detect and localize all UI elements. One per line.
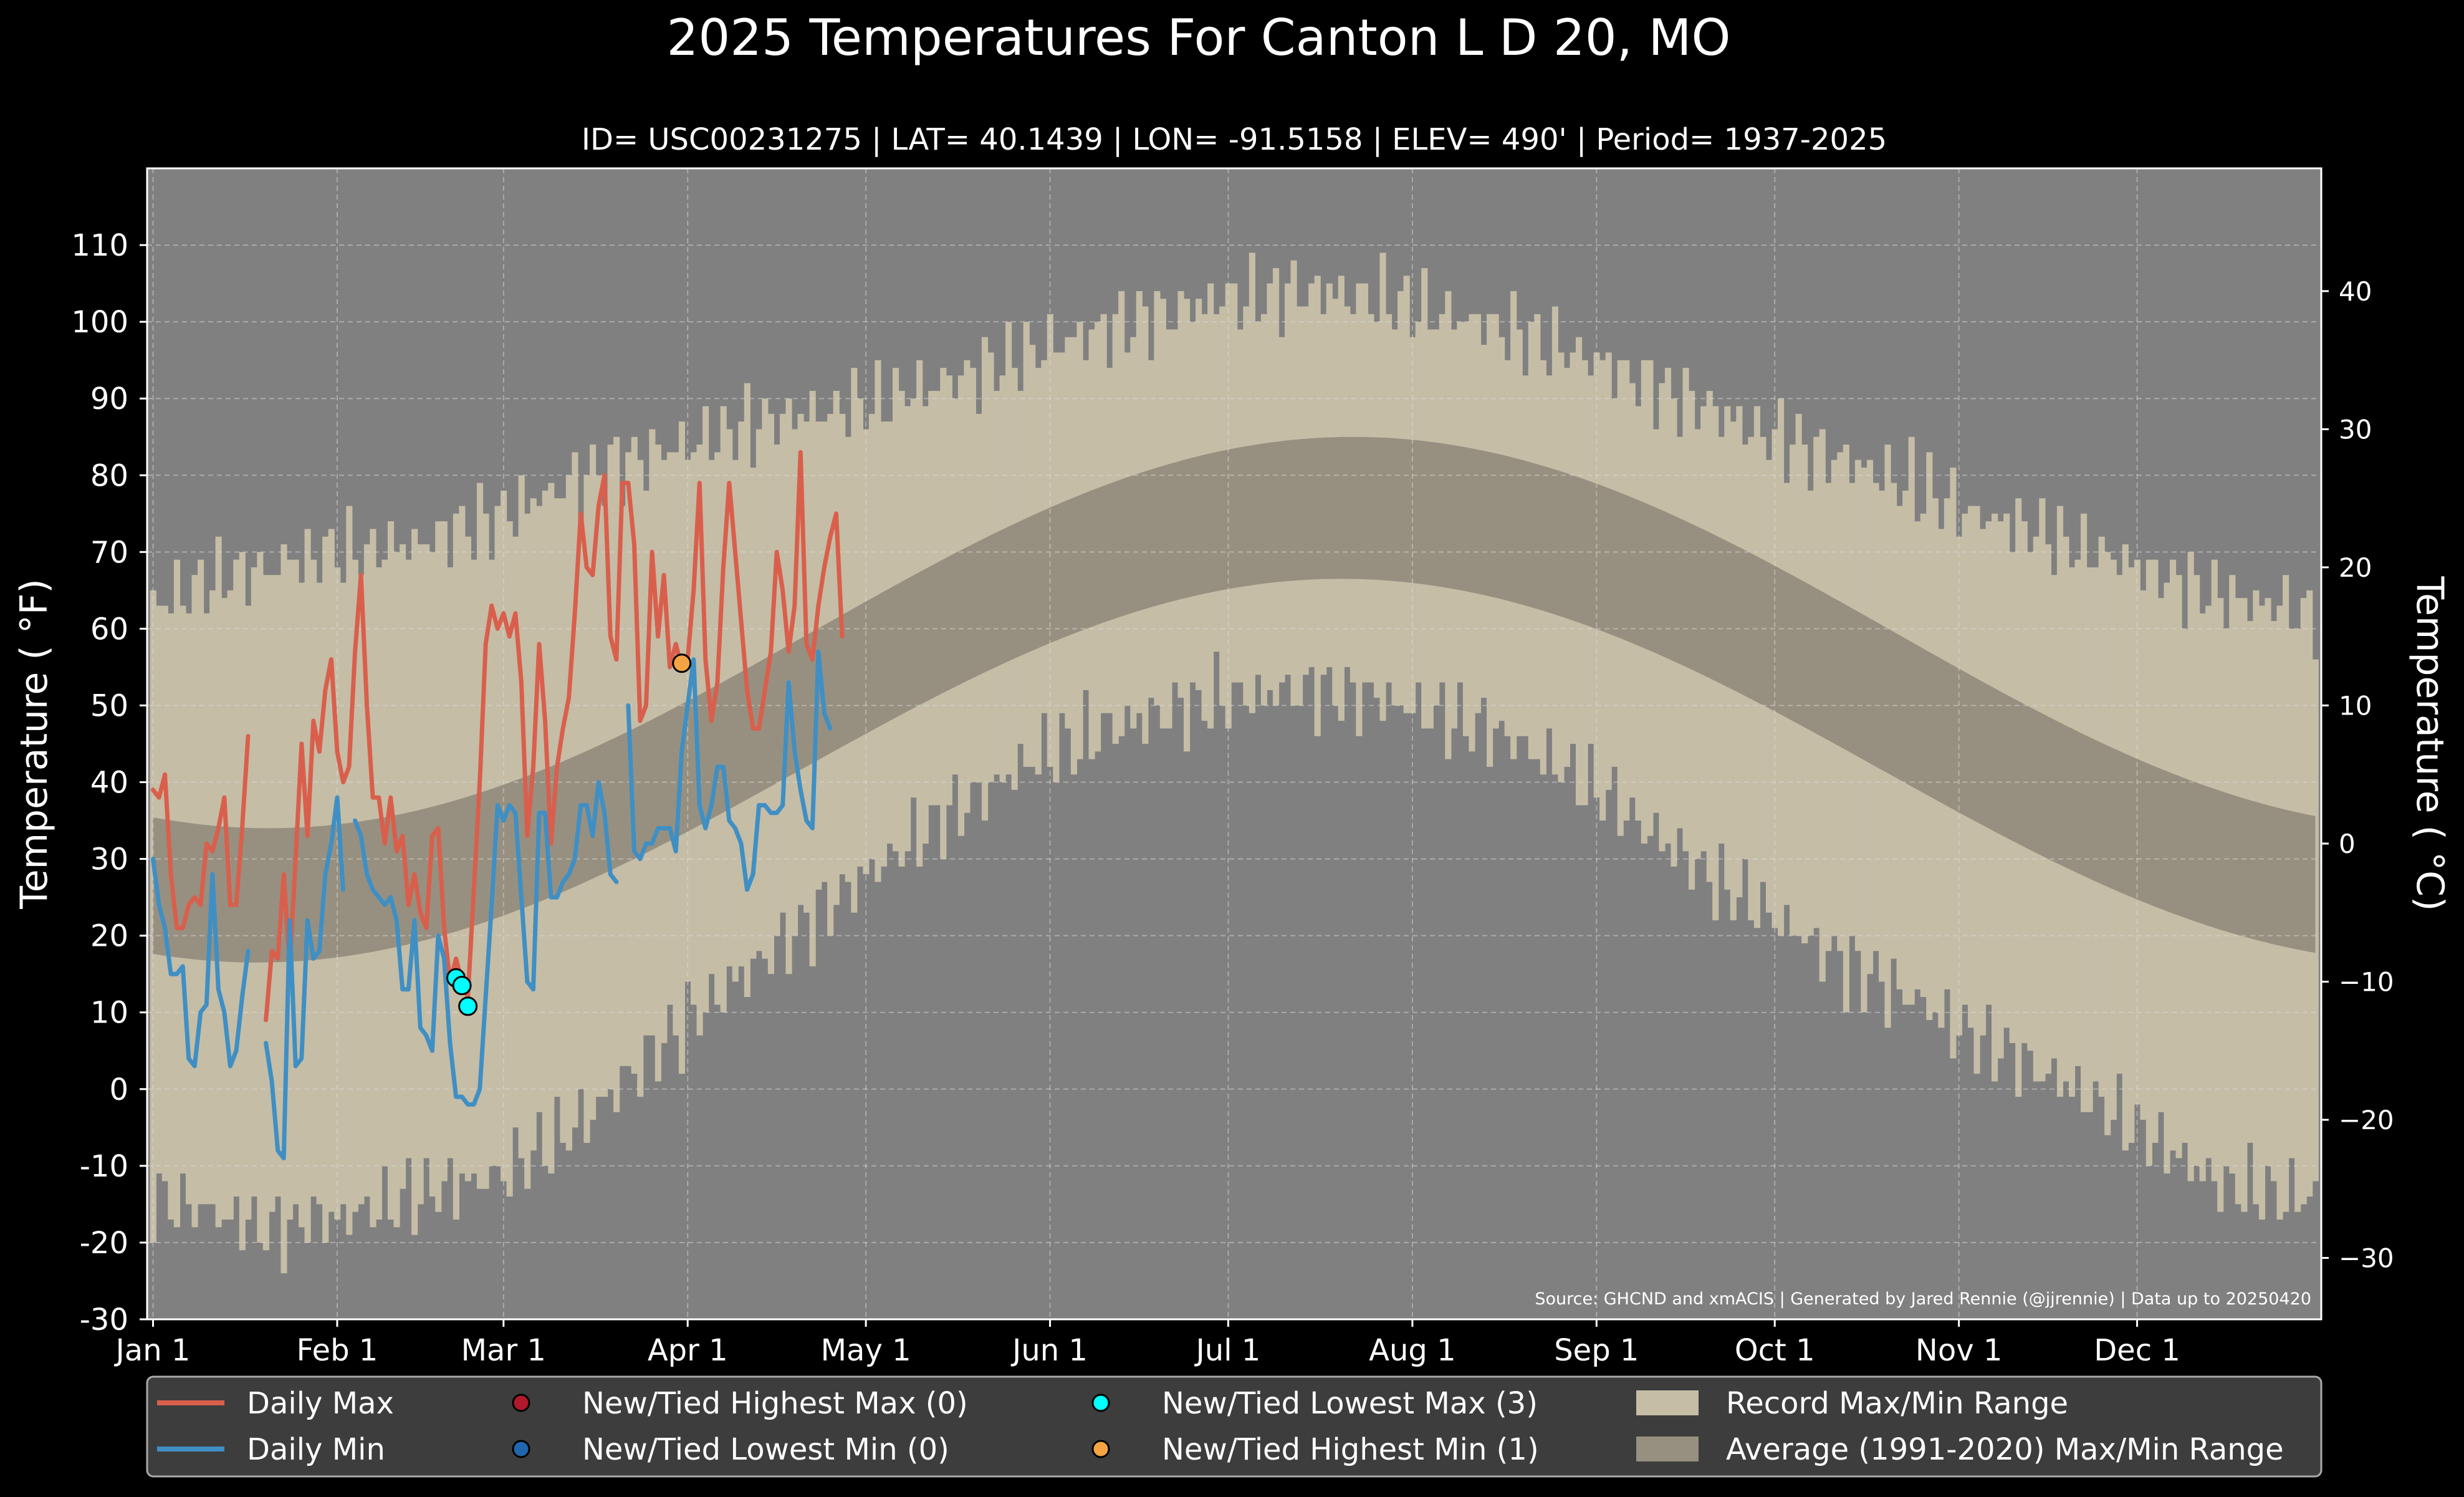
series-lines bbox=[151, 450, 845, 1161]
y-right-tick-label: 30 bbox=[2339, 414, 2372, 445]
legend-swatch bbox=[1091, 1440, 1110, 1458]
x-tick-label: May 1 bbox=[821, 1333, 911, 1368]
daily-min-line bbox=[626, 649, 833, 892]
plot-frame bbox=[146, 167, 2323, 1321]
y-tick-label: 50 bbox=[90, 688, 128, 723]
y-tick-label: 70 bbox=[90, 535, 128, 570]
legend-swatch bbox=[1091, 1394, 1110, 1412]
legend: Daily Max Daily Min New/Tied Highest Max (… bbox=[146, 1375, 2323, 1478]
y-tick-label: 40 bbox=[90, 766, 128, 801]
y-tick-label: 60 bbox=[90, 612, 128, 647]
legend-swatch bbox=[512, 1440, 530, 1458]
x-tick-label: Oct 1 bbox=[1735, 1333, 1815, 1368]
y-tick-label: 80 bbox=[90, 458, 128, 493]
daily-min-line bbox=[264, 795, 345, 1161]
y-axis-right-label: Temperature ( °C) bbox=[2408, 576, 2452, 912]
legend-box bbox=[146, 1375, 2323, 1478]
legend-label: New/Tied Highest Min (1) bbox=[1162, 1432, 1539, 1467]
y-right-tick-label: 0 bbox=[2339, 829, 2356, 859]
record-marker bbox=[458, 996, 478, 1016]
legend-label: Record Max/Min Range bbox=[1726, 1386, 2068, 1421]
x-tick-label: Feb 1 bbox=[297, 1333, 378, 1368]
y-axis-left-label: Temperature ( °F) bbox=[12, 579, 56, 910]
y-tick-label: 100 bbox=[71, 305, 128, 340]
x-tick-label: Mar 1 bbox=[461, 1333, 546, 1368]
y-right-tick-label: −30 bbox=[2339, 1243, 2394, 1274]
record-marker bbox=[672, 653, 692, 673]
legend-label: Daily Min bbox=[247, 1432, 385, 1467]
x-tick-label: Jul 1 bbox=[1194, 1333, 1261, 1368]
legend-swatch bbox=[1636, 1437, 1699, 1461]
chart-title: 2025 Temperatures For Canton L D 20, MO bbox=[666, 9, 1730, 67]
legend-label: Average (1991-2020) Max/Min Range bbox=[1726, 1432, 2284, 1467]
y-right-tick-label: −10 bbox=[2339, 967, 2394, 998]
source-note: Source: GHCND and xmACIS | Generated by … bbox=[1535, 1289, 2311, 1309]
record-range-bar bbox=[2312, 659, 2319, 1182]
record-markers bbox=[446, 653, 692, 1016]
y-tick-label: 0 bbox=[109, 1072, 128, 1107]
x-tick-label: Aug 1 bbox=[1369, 1333, 1456, 1368]
y-tick-label: 20 bbox=[90, 919, 128, 954]
x-tick-label: Dec 1 bbox=[2094, 1333, 2180, 1368]
record-marker bbox=[452, 976, 472, 996]
average-range-band bbox=[153, 436, 2316, 963]
legend-swatch bbox=[1636, 1390, 1699, 1415]
average-range-area bbox=[153, 436, 2316, 963]
y-axis-left: -30 -20 -10 0 10 20 30 40 50 60 70 80 90 100 110 bbox=[71, 228, 147, 1337]
x-tick-label: Nov 1 bbox=[1915, 1333, 2002, 1368]
x-tick-label: Sep 1 bbox=[1554, 1333, 1639, 1368]
gridlines bbox=[147, 168, 2321, 1320]
chart-subtitle: ID= USC00231275 | LAT= 40.1439 | LON= -9… bbox=[582, 122, 1887, 157]
y-axis-right: −30 −20 −10 0 10 20 30 40 bbox=[2321, 276, 2394, 1274]
legend-label: New/Tied Highest Max (0) bbox=[582, 1386, 968, 1421]
x-tick-label: Apr 1 bbox=[648, 1333, 728, 1368]
y-tick-label: 90 bbox=[90, 382, 128, 416]
daily-max-line bbox=[264, 450, 845, 1023]
daily-max-line bbox=[151, 734, 251, 930]
y-tick-label: -10 bbox=[80, 1149, 128, 1184]
daily-min-line bbox=[353, 780, 619, 1107]
x-tick-label: Jun 1 bbox=[1010, 1333, 1088, 1368]
legend-label: New/Tied Lowest Min (0) bbox=[582, 1432, 949, 1467]
y-tick-label: 30 bbox=[90, 842, 128, 877]
y-tick-label: 110 bbox=[71, 228, 128, 263]
y-right-tick-label: 10 bbox=[2339, 690, 2372, 721]
legend-label: Daily Max bbox=[247, 1386, 394, 1421]
legend-swatch bbox=[512, 1394, 530, 1412]
y-tick-label: -20 bbox=[80, 1226, 128, 1261]
x-axis: Jan 1 Feb 1 Mar 1 Apr 1 May 1 Jun 1 Jul 1 Aug 1… bbox=[114, 1319, 2180, 1368]
y-right-tick-label: −20 bbox=[2339, 1105, 2394, 1135]
legend-label: New/Tied Lowest Max (3) bbox=[1162, 1386, 1538, 1421]
y-right-tick-label: 20 bbox=[2339, 552, 2372, 583]
y-right-tick-label: 40 bbox=[2339, 276, 2372, 307]
y-tick-label: 10 bbox=[90, 996, 128, 1031]
y-tick-label: -30 bbox=[80, 1302, 128, 1337]
x-tick-label: Jan 1 bbox=[114, 1333, 191, 1368]
daily-min-line bbox=[151, 857, 251, 1069]
